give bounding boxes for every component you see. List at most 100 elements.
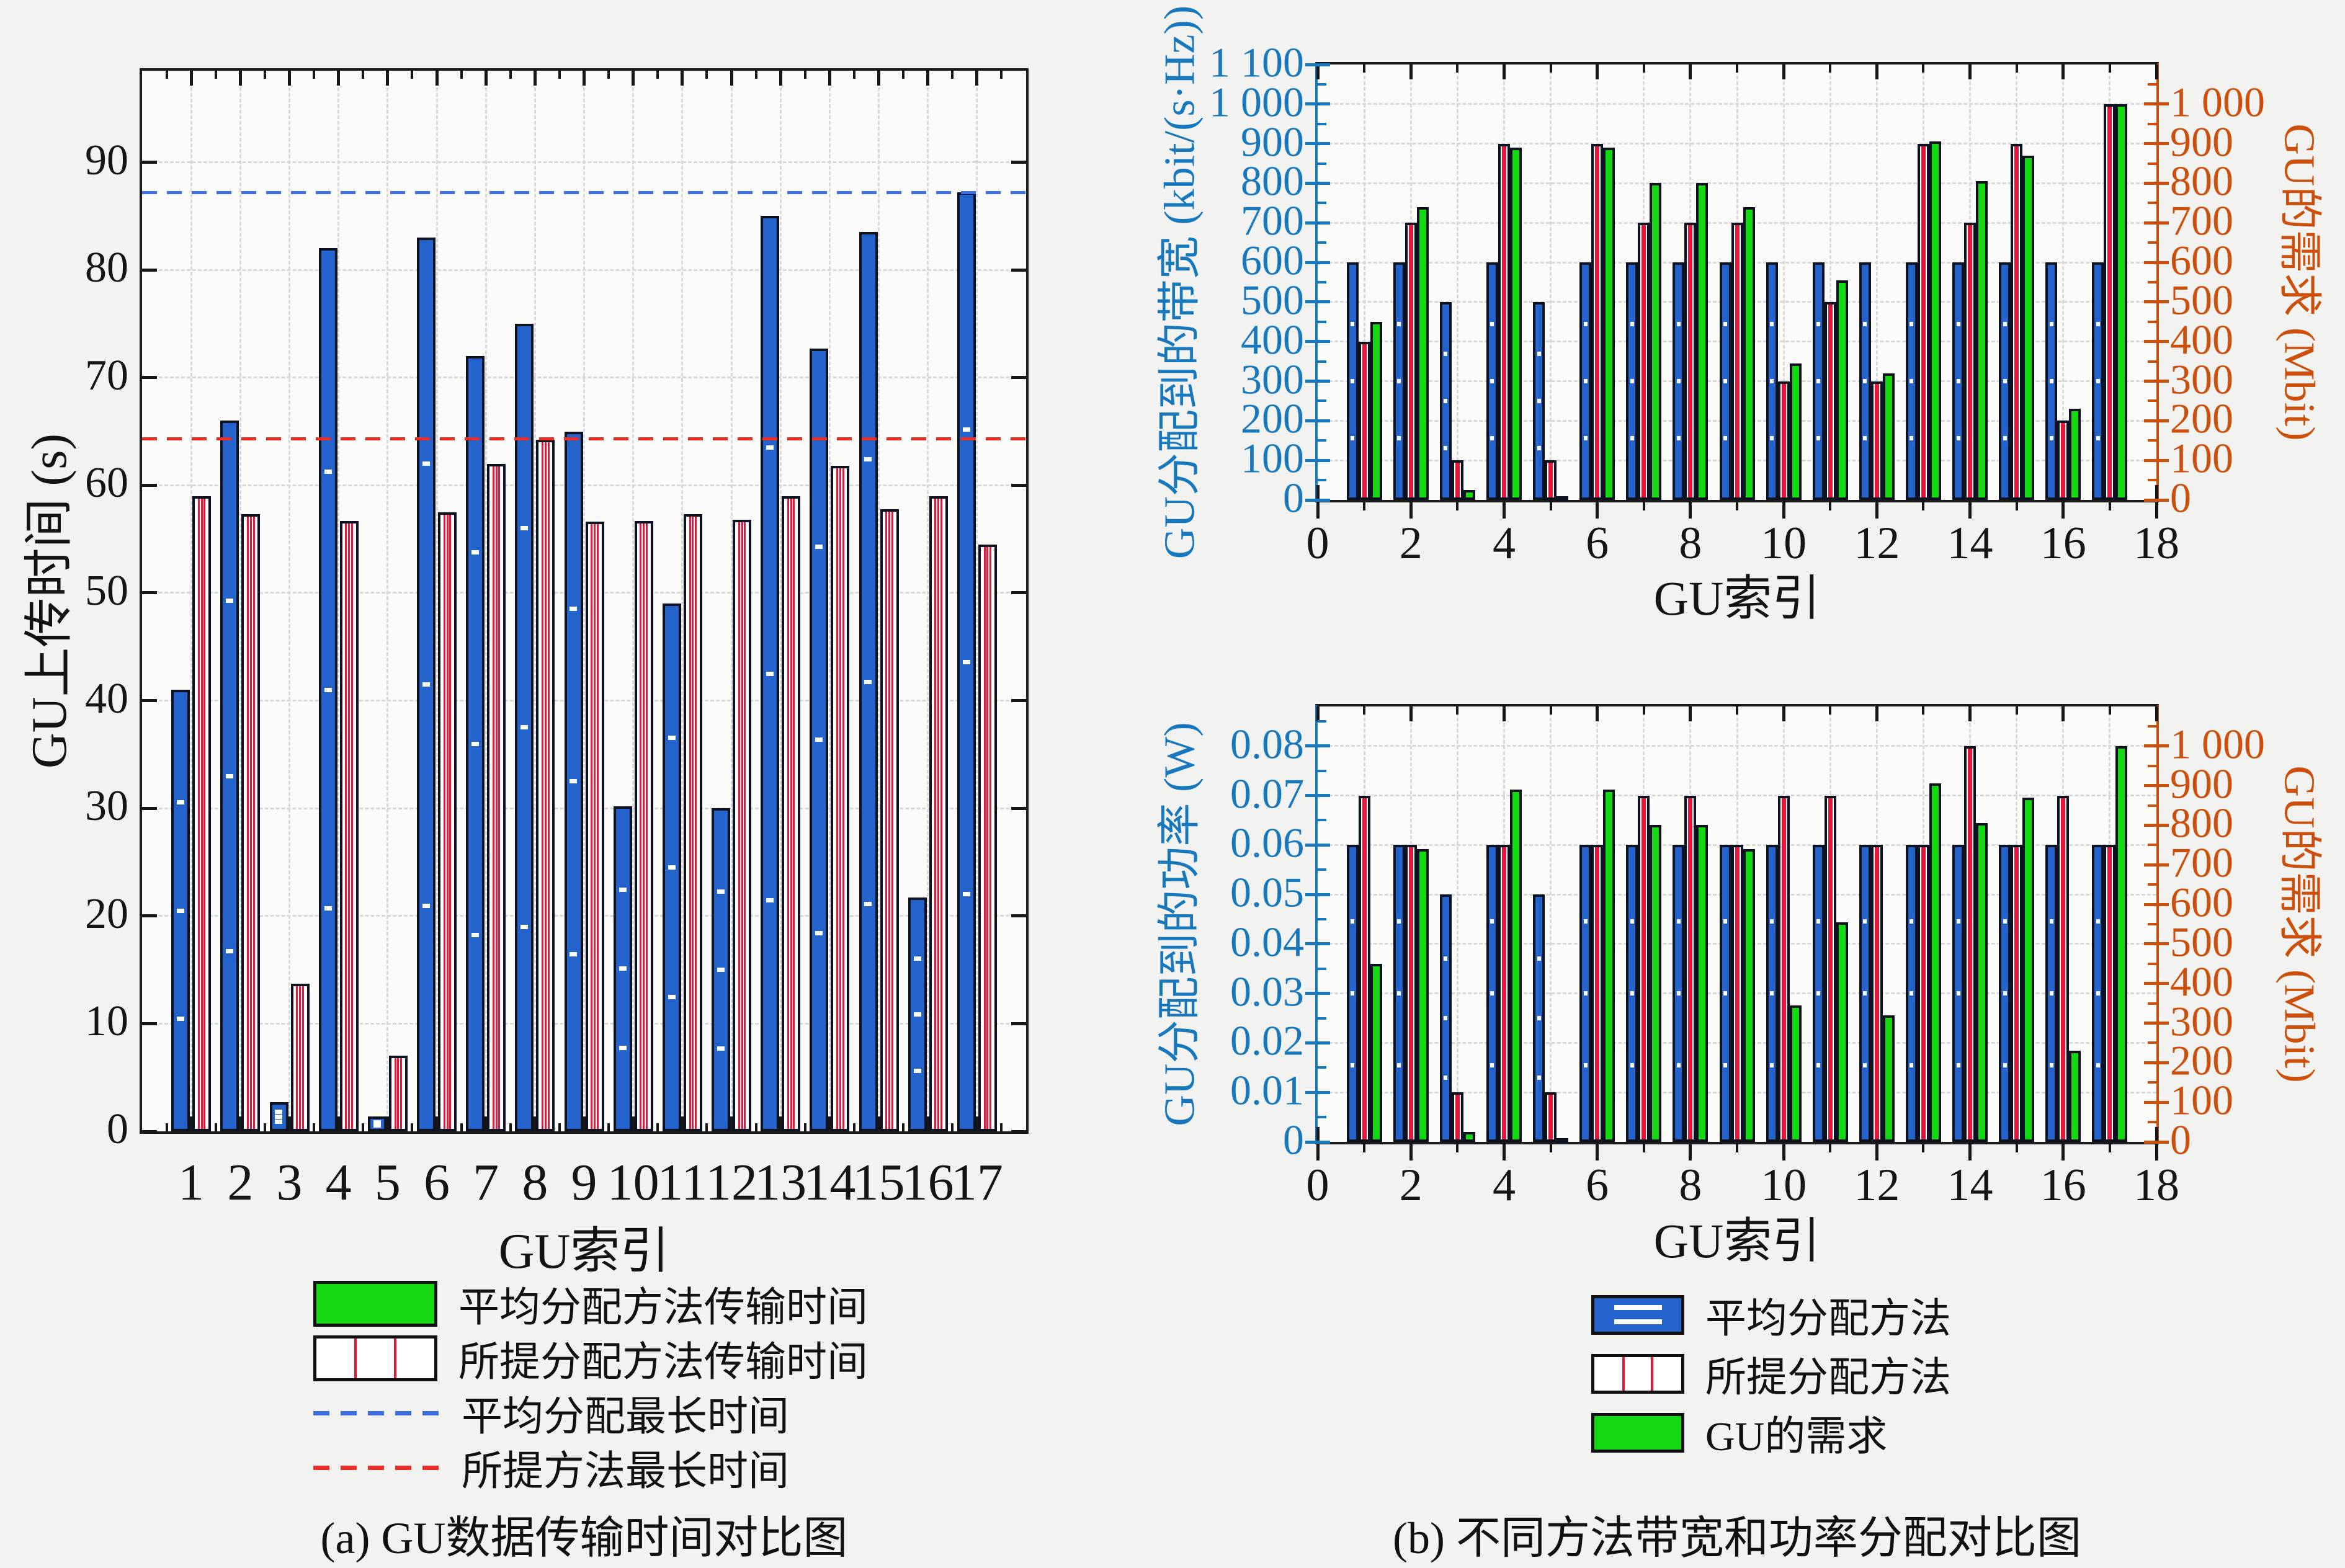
y-tick-left [142,914,157,918]
axis-label-x-gu-index-a: GU索引 [498,1224,670,1279]
y-minor-tick-right [2148,844,2156,847]
legend-item-gu-demand: GU的需求 [1591,1403,1951,1462]
y-tick-right [1011,1022,1026,1025]
gridline-vertical [288,71,290,1131]
bar-striped-gu3 [1451,1092,1463,1142]
tick-label-x: 14 [1947,518,1993,569]
bar-green-gu2 [1416,207,1429,500]
x-tick-bottom [238,1116,242,1131]
x-tick-top [435,71,439,86]
bar-striped-gu14 [1964,223,1976,500]
y-minor-tick-right [2148,764,2156,767]
gridline-vertical [386,71,389,1131]
x-tick-top [1502,706,1506,721]
y-minor-tick-right [2148,883,2156,886]
x-tick-bottom [386,1116,390,1131]
axis-label-y-power: GU分配到的功率 (W) [1156,722,1204,1126]
x-tick-bottom [1409,1127,1413,1160]
bar-green-gu14 [1976,823,1988,1142]
x-minor-tick-bottom [951,1123,954,1131]
y-tick-right [2144,1022,2169,1025]
axis-label-y-demand-bottom: GU的需求 (Mbit) [2275,765,2323,1083]
x-tick-top [238,71,242,86]
x-minor-tick-top [1000,71,1003,79]
y-minor-tick-right [2148,360,2156,363]
x-tick-top [1689,706,1692,721]
x-tick-bottom [1875,1127,1878,1160]
x-minor-tick-bottom [2015,492,2018,510]
x-tick-bottom [975,1116,979,1131]
bar-striped-gu17 [978,544,997,1131]
x-tick-top [1316,65,1320,79]
x-minor-tick-bottom [411,1123,414,1131]
tick-label-x: 16 [2040,1160,2086,1211]
gridline-vertical [632,71,635,1131]
y-minor-tick-left [1318,719,1326,723]
tick-label-y-right: 1 000 [2170,78,2265,126]
tick-label-x: 0 [1306,518,1329,569]
tick-label-y-left: 300 [1241,355,1304,403]
y-tick-left [1305,794,1330,798]
bar-striped-gu13 [1917,143,1929,500]
gridline-horizontal [142,592,1026,594]
y-tick-left [1305,63,1330,66]
x-minor-tick-bottom [214,1123,217,1131]
bar-green-gu5 [1557,496,1569,501]
y-minor-tick-right [2148,1041,2156,1045]
gridline-vertical [337,71,340,1131]
legend-item-proposed-max-line: 所提方法最长时间 [313,1440,868,1495]
tick-label-y-right: 1 000 [2170,720,2265,768]
bar-blue-gu12 [1859,845,1871,1142]
x-tick-top [1596,706,1599,721]
bar-striped-gu5 [1545,1092,1557,1142]
bar-green-gu4 [1509,790,1522,1142]
tick-label-y-right: 400 [2170,316,2233,363]
bar-blue-gu15 [1999,262,2011,500]
bar-blue-gu7 [1626,262,1638,500]
y-minor-tick-right [2148,320,2156,323]
legend-label: 平均分配方法传输时间 [458,1285,868,1330]
gridline-vertical [927,71,929,1131]
x-tick-bottom [288,1116,291,1131]
y-minor-tick-right [2148,1002,2156,1005]
red-striped-box-swatch [1591,1353,1684,1394]
y-minor-tick-right [2148,162,2156,165]
y-minor-tick-left [1318,281,1326,283]
y-tick-left [1305,992,1330,996]
blue-dashed-line-swatch [313,1410,440,1415]
y-minor-tick-left [1318,122,1326,125]
x-minor-tick-top [2108,706,2111,715]
bar-blue-gu4 [1486,845,1498,1142]
y-tick-right [1011,806,1026,810]
legend-label: 所提分配方法传输时间 [458,1340,868,1385]
x-tick-top [632,71,635,86]
gridline-horizontal [1318,745,2156,747]
x-minor-tick-bottom [1456,492,1459,510]
tick-label-x: 2 [227,1154,254,1211]
y-tick-right [2144,458,2169,462]
bar-blue-gu7 [466,356,485,1131]
y-tick-right [2144,902,2169,906]
bar-blue-gu11 [662,604,681,1131]
y-minor-tick-left [1318,241,1326,244]
x-minor-tick-top [460,71,463,79]
chart-bandwidth-plot: 0 2 4 6 8 10 12 14 16 18 0 100 200 300 400 500 600 700 800… [1209,38,2265,569]
tick-label-y-left: 0.02 [1230,1017,1304,1064]
legend-item-proposed-time: 所提分配方法传输时间 [313,1331,868,1386]
x-tick-top [1968,65,1972,79]
gridline-horizontal [142,376,1026,379]
chart-power-plot: 0 2 4 6 8 10 12 14 16 18 0 0.01 0.02 0.03 0.04 0.05 0.06… [1230,704,2265,1211]
legend-chart-a: 平均分配方法传输时间 所提分配方法传输时间 平均分配最长时间 所提方法最长时间 [313,1276,868,1495]
gridline-vertical [730,71,733,1131]
y-tick-left [142,161,157,164]
bar-blue-gu2 [1393,845,1405,1142]
bar-green-gu16 [2069,1051,2081,1142]
gridline-vertical [239,71,241,1131]
tick-label-y-left: 60 [85,459,128,507]
bar-striped-gu6 [1591,845,1604,1142]
tick-label-x: 15 [852,1154,905,1211]
x-minor-tick-bottom [1000,1123,1003,1131]
y-tick-right [2144,419,2169,422]
y-minor-tick-right [2148,202,2156,205]
tick-label-y-right: 700 [2170,839,2233,886]
